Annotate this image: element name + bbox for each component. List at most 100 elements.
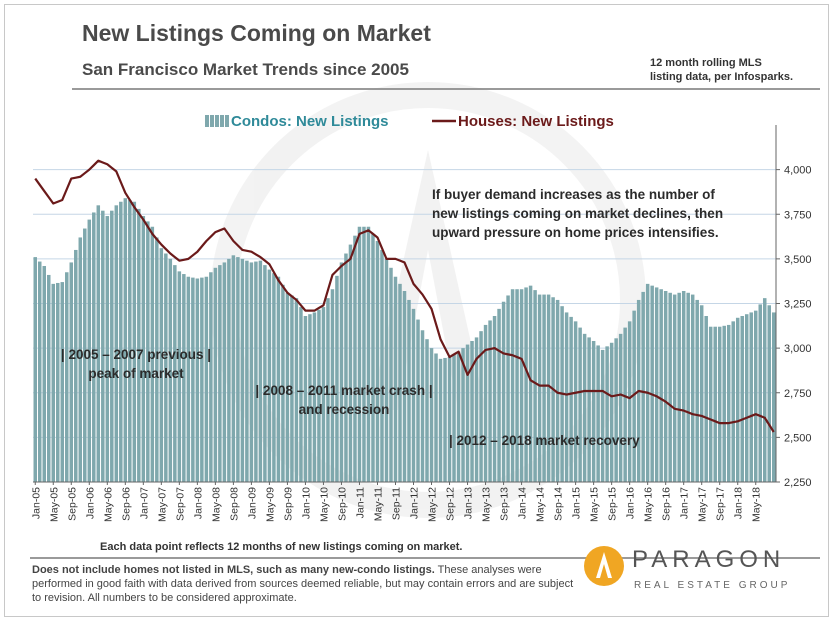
condo-bar	[461, 348, 465, 483]
x-tick-label: Jan-14	[517, 487, 529, 519]
condo-bar	[722, 325, 726, 482]
condo-bar	[483, 324, 488, 482]
condo-bar	[362, 226, 366, 482]
condo-bar	[677, 292, 681, 482]
condo-bar	[668, 292, 672, 482]
condo-bar	[69, 262, 74, 482]
condo-bar	[465, 344, 470, 482]
brand-name: PARAGON	[632, 546, 786, 573]
condo-bar	[438, 358, 443, 482]
x-tick-label: Sep-13	[499, 487, 511, 521]
condo-bar	[110, 210, 114, 482]
condo-bar	[429, 348, 434, 483]
condo-bar	[456, 351, 461, 482]
data-point-note: Each data point reflects 12 months of ne…	[100, 541, 463, 553]
x-tick-label: May-18	[751, 487, 763, 522]
condo-bar	[132, 201, 137, 482]
condo-bar	[645, 283, 650, 482]
x-tick-label: May-09	[264, 487, 276, 522]
condo-bar	[335, 275, 339, 482]
condo-bar	[753, 310, 758, 482]
condo-bar	[168, 258, 173, 483]
condo-bar	[659, 289, 663, 482]
condo-bar	[245, 260, 249, 482]
x-tick-label: Jan-06	[84, 487, 96, 519]
condo-bar	[416, 319, 420, 482]
condo-bar	[33, 257, 37, 482]
condo-bar	[240, 258, 245, 483]
condo-bar	[582, 333, 587, 482]
page-title: New Listings Coming on Market	[82, 20, 431, 46]
condo-bar	[83, 228, 87, 482]
x-tick-label: Sep-05	[66, 487, 78, 521]
x-tick-label: Jan-13	[463, 487, 475, 519]
x-tick-label: Sep-16	[661, 487, 673, 521]
x-tick-label: May-17	[697, 487, 709, 522]
condo-bar	[474, 337, 479, 482]
condo-bar	[141, 216, 146, 483]
condo-bar	[150, 226, 155, 482]
condo-bar	[587, 337, 591, 482]
x-tick-label: May-06	[102, 487, 114, 522]
condo-bar	[726, 324, 731, 482]
condo-bar	[569, 316, 573, 482]
condo-bar	[618, 333, 623, 482]
condo-bar	[542, 294, 546, 482]
condo-bar	[263, 265, 267, 482]
condo-bar	[762, 298, 767, 482]
legend-condo-swatch	[205, 115, 229, 127]
condo-bar	[573, 321, 578, 482]
condo-bar	[506, 295, 510, 482]
condo-bar	[173, 265, 177, 482]
condo-bar	[443, 357, 447, 482]
condo-bar	[470, 340, 474, 482]
condo-bar	[614, 338, 618, 482]
legend-swatch-bar	[205, 115, 209, 127]
condo-bar	[92, 212, 96, 482]
y-tick-label: 3,250	[784, 299, 812, 311]
condo-bar	[123, 198, 128, 482]
condo-bar	[767, 305, 771, 482]
condo-bar	[452, 354, 456, 482]
condo-bar	[47, 274, 51, 482]
x-tick-label: May-11	[373, 487, 385, 521]
condo-bar	[366, 226, 371, 482]
x-tick-label: Jan-07	[138, 487, 150, 519]
condo-bar	[114, 205, 119, 482]
x-tick-label: May-15	[589, 487, 601, 522]
legend-swatch-bar	[225, 115, 229, 127]
condo-bar	[479, 331, 483, 482]
annotation-line: | 2012 – 2018 market recovery	[449, 433, 640, 448]
header-divider	[72, 88, 820, 90]
condo-bar	[731, 321, 735, 482]
condo-bar	[357, 226, 362, 482]
disclaimer-bold: Does not include homes not listed in MLS…	[32, 564, 435, 576]
condo-bar	[272, 273, 276, 482]
disclaimer: Does not include homes not listed in MLS…	[32, 563, 577, 605]
x-tick-label: May-10	[318, 487, 330, 522]
x-tick-label: Jan-15	[571, 487, 583, 519]
condo-bar	[177, 271, 182, 482]
x-tick-label: Jan-12	[409, 487, 421, 519]
crash-note: | 2008 – 2011 market crash | and recessio…	[255, 383, 432, 417]
condo-bar	[708, 326, 713, 482]
x-tick-label: Sep-11	[391, 487, 403, 520]
condo-bar	[290, 295, 294, 482]
condo-bar	[186, 276, 191, 482]
condo-bar	[213, 267, 218, 482]
condo-bar	[384, 258, 389, 483]
condo-bar	[209, 272, 213, 482]
condo-bar	[749, 312, 753, 482]
condo-bar	[308, 314, 312, 482]
condo-bar	[78, 237, 83, 482]
paragon-logo-icon	[584, 546, 624, 586]
condo-bar	[222, 262, 227, 482]
condo-bar	[510, 289, 515, 482]
annotation-line: If buyer demand increases as the number …	[432, 187, 715, 202]
condo-bar	[326, 298, 330, 482]
annotation-line: peak of market	[88, 366, 184, 381]
condo-bar	[632, 310, 636, 482]
condo-bar	[96, 205, 101, 482]
x-tick-label: May-12	[427, 487, 439, 522]
annotation-line: upward pressure on home prices intensifi…	[432, 225, 719, 240]
